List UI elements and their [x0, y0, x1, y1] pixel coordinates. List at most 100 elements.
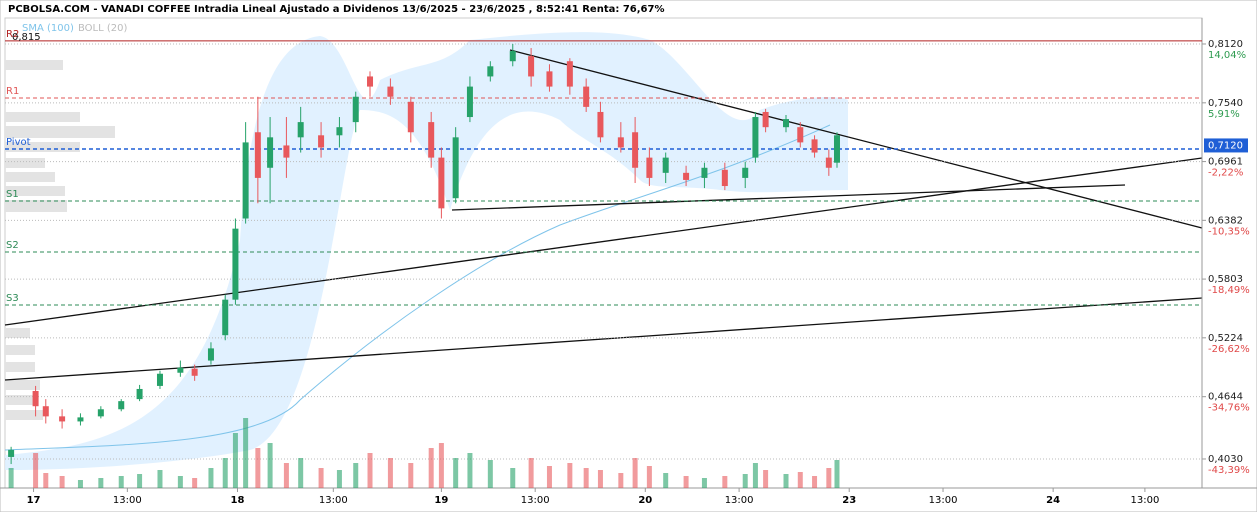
volume-bar [663, 473, 669, 488]
sma-line [4, 124, 831, 451]
volume-bar [118, 476, 124, 488]
y-tick-label: 0,4030 [1208, 454, 1243, 465]
candle-body [797, 127, 804, 143]
candle-body [617, 137, 624, 148]
candle-body [762, 111, 769, 128]
candle-body [118, 401, 125, 410]
volume-bar [510, 468, 516, 488]
volume-bar [632, 458, 638, 488]
candle-body [232, 228, 239, 300]
x-tick-label: 13:00 [725, 495, 754, 506]
volume-bar [243, 418, 249, 488]
volume-bar [546, 466, 552, 488]
candle-body [283, 145, 290, 158]
volume-bar [783, 474, 789, 488]
volume-bar [59, 476, 65, 488]
volume-bar [33, 453, 39, 488]
candle-body [683, 172, 690, 180]
level-label: R1 [6, 86, 19, 97]
level-label: R2 [6, 29, 19, 40]
candle-body [367, 76, 374, 87]
volume-bar [336, 470, 342, 488]
volume-bar [8, 468, 14, 488]
candle-body [438, 157, 445, 209]
pct-tick-label: 14,04% [1208, 50, 1246, 61]
candle-body [177, 367, 184, 373]
volume-bar [408, 463, 414, 488]
candle-body [407, 101, 414, 133]
volume-bar [618, 473, 624, 488]
volume-bar [812, 476, 818, 488]
volume-bar [722, 476, 728, 488]
volume-bar [208, 468, 214, 488]
volume-bar [255, 448, 261, 488]
candle-body [242, 142, 249, 219]
candle-body [32, 390, 39, 407]
pct-tick-label: -2,22% [1208, 168, 1243, 179]
volume-bar [267, 443, 273, 488]
x-tick-label: 17 [27, 495, 41, 506]
x-tick-label: 20 [638, 495, 652, 506]
last-price-label: 0,7120 [1208, 140, 1243, 151]
y-tick-label: 0,6382 [1208, 215, 1243, 226]
volume-bar [528, 458, 534, 488]
x-tick-label: 13:00 [521, 495, 550, 506]
volume-bar [387, 458, 393, 488]
candle-body [833, 135, 840, 163]
candle-body [387, 86, 394, 97]
candle-body [297, 122, 304, 138]
candle-body [701, 167, 708, 178]
last-price-box [1204, 138, 1248, 153]
volume-bar [597, 470, 603, 488]
candle-body [646, 157, 653, 178]
x-tick-label: 13:00 [1130, 495, 1159, 506]
volume-profile [5, 60, 115, 420]
candle-body [42, 406, 49, 417]
pct-tick-label: -43,39% [1208, 465, 1250, 476]
pct-tick-label: -18,49% [1208, 285, 1250, 296]
candle-body [509, 51, 516, 62]
volume-bar [467, 453, 473, 488]
x-tick-label: 13:00 [319, 495, 348, 506]
candle-body [59, 416, 66, 422]
candle-body [752, 117, 759, 158]
y-tick-label: 0,4644 [1208, 392, 1243, 403]
candle-body [428, 122, 435, 158]
trendlines [4, 49, 1203, 381]
candle-body [583, 86, 590, 107]
level-label: S3 [6, 293, 19, 304]
candle-body [662, 157, 669, 173]
candle-body [742, 167, 749, 178]
candle-body [136, 388, 143, 400]
candle-body [528, 56, 535, 77]
candle-body [8, 449, 15, 457]
candle-body [632, 132, 639, 168]
title: PCBOLSA.COM - VANADI COFFEE Intradia Lin… [8, 4, 665, 15]
candle-body [207, 348, 214, 361]
volume-bar [701, 478, 707, 488]
volume-bar [487, 460, 493, 488]
legend-label: BOLL (20) [78, 23, 128, 34]
volume-bar [834, 460, 840, 488]
volume-bar [353, 463, 359, 488]
volume-bar [177, 476, 183, 488]
candle-body [336, 127, 343, 136]
candle-body [487, 66, 494, 77]
volume-bar [43, 473, 49, 488]
candle-body [566, 61, 573, 87]
candle-body [825, 157, 832, 168]
level-label: Pivot [6, 137, 31, 148]
candle-body [783, 119, 790, 128]
volume-bar [283, 463, 289, 488]
candle-body [452, 137, 459, 199]
y-tick-label: 0,8120 [1208, 39, 1243, 50]
x-tick-label: 18 [231, 495, 245, 506]
volume-bar [567, 463, 573, 488]
x-tick-label: 23 [842, 495, 856, 506]
pct-tick-label: 5,91% [1208, 109, 1240, 120]
volume-bar [137, 474, 143, 488]
pct-tick-label: -34,76% [1208, 403, 1250, 414]
volume-bar [438, 443, 444, 488]
candle-body [811, 139, 818, 153]
